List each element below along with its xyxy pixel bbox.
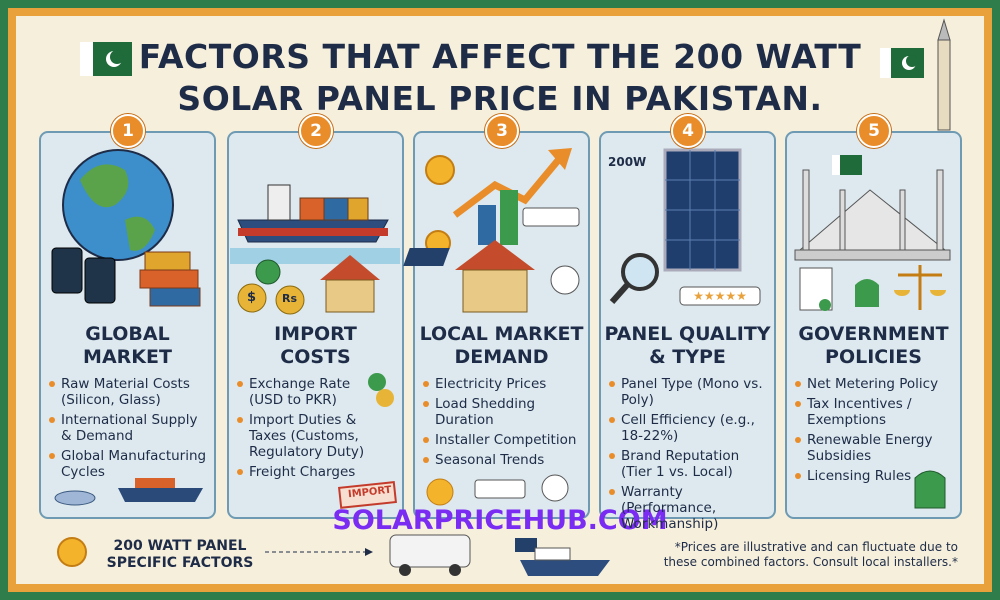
column-heading: IMPORT COSTS — [228, 323, 403, 369]
panel-label: 200W — [608, 155, 647, 169]
column-heading: GOVERNMENT POLICIES — [786, 323, 961, 369]
svg-text:★★★★★: ★★★★★ — [693, 289, 747, 303]
bullet: Load Shedding Duration — [422, 396, 584, 428]
step-number: 5 — [857, 114, 891, 148]
bullet-list: Net Metering Policy Tax Incentives / Exem… — [794, 376, 956, 488]
bullet-list: Raw Material Costs (Silicon, Glass) Inter… — [48, 376, 210, 484]
watermark: SOLARPRICEHUB.COM — [332, 505, 668, 536]
bullet: Cell Efficiency (e.g., 18-22%) — [608, 412, 770, 444]
coin-label: Rs — [282, 292, 298, 305]
bullet-list: Electricity Prices Load Shedding Duration… — [422, 376, 584, 472]
heading-line: & TYPE — [649, 346, 726, 368]
bullet: Raw Material Costs (Silicon, Glass) — [48, 376, 210, 408]
bullet: Electricity Prices — [422, 376, 584, 392]
bullet: Freight Charges — [236, 464, 376, 480]
bullet: Warranty (Performance, Workmanship) — [608, 484, 770, 532]
bullet: International Supply & Demand — [48, 412, 210, 444]
heading-line: LOCAL MARKET — [419, 323, 584, 345]
step-number: 3 — [485, 114, 519, 148]
bullet: Exchange Rate (USD to PKR) — [236, 376, 376, 408]
bullet: Installer Competition — [422, 432, 584, 448]
bullet: Renewable Energy Subsidies — [794, 432, 956, 464]
heading-line: PANEL QUALITY — [604, 323, 771, 345]
step-number: 2 — [299, 114, 333, 148]
footer-note: *Prices are illustrative and can fluctua… — [663, 540, 958, 569]
bullet: Panel Type (Mono vs. Poly) — [608, 376, 770, 408]
bullet: Tax Incentives / Exemptions — [794, 396, 956, 428]
title: FACTORS THAT AFFECT THE 200 WATT SOLAR P… — [138, 37, 862, 118]
bullet: Import Duties & Taxes (Customs, Regulato… — [236, 412, 376, 460]
coin-label: $ — [247, 290, 257, 305]
bullet: Brand Reputation (Tier 1 vs. Local) — [608, 448, 770, 480]
heading-line: IMPORT — [274, 323, 357, 345]
column-heading: GLOBAL MARKET — [40, 323, 215, 369]
heading-line: MARKET — [83, 346, 172, 368]
bullet: Seasonal Trends — [422, 452, 584, 468]
heading-line: COSTS — [280, 346, 351, 368]
bullet: Net Metering Policy — [794, 376, 956, 392]
column-heading: PANEL QUALITY & TYPE — [600, 323, 775, 369]
bullet: Global Manufacturing Cycles — [48, 448, 210, 480]
bullet: Licensing Rules — [794, 468, 956, 484]
bullet-list: Exchange Rate (USD to PKR) Import Duties … — [236, 376, 376, 484]
column-heading: LOCAL MARKET DEMAND — [414, 323, 589, 369]
heading-line: DEMAND — [454, 346, 549, 368]
step-number: 1 — [111, 114, 145, 148]
bullet-list: Panel Type (Mono vs. Poly) Cell Efficienc… — [608, 376, 770, 536]
heading-line: GLOBAL — [85, 323, 170, 345]
heading-line: GOVERNMENT — [798, 323, 949, 345]
heading-line: POLICIES — [825, 346, 922, 368]
footer-label: 200 WATT PANEL SPECIFIC FACTORS — [106, 538, 254, 571]
step-number: 4 — [671, 114, 705, 148]
